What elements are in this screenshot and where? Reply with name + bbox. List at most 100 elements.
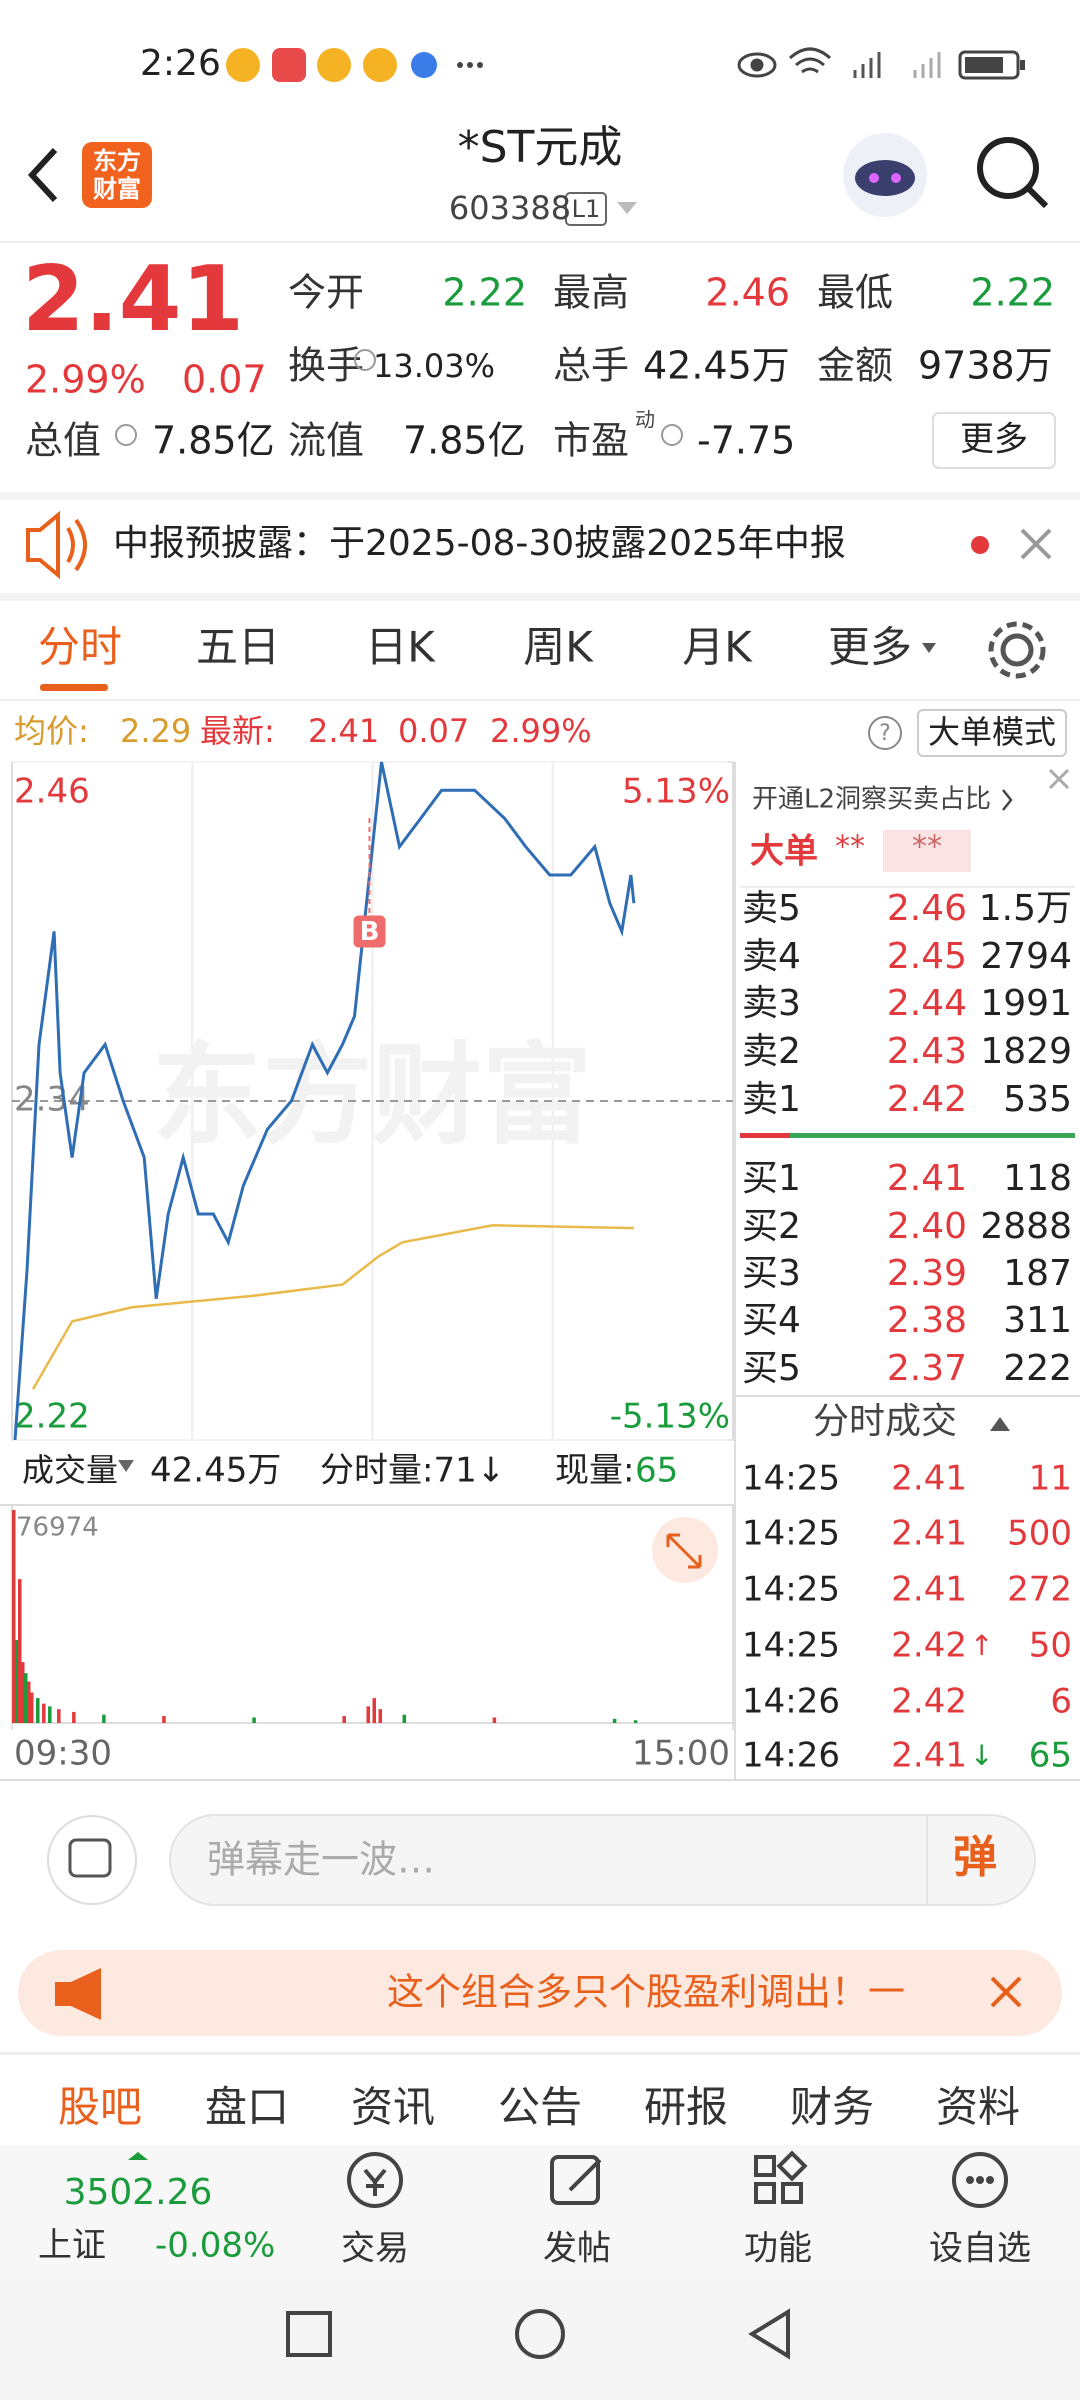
active-tab-underline — [40, 684, 108, 691]
back-nav-button[interactable] — [748, 2308, 790, 2360]
book-label: 买4 — [742, 1300, 801, 1341]
comment-placeholder[interactable]: 弹幕走一波… — [207, 1838, 435, 1882]
index-change[interactable]: -0.08% — [155, 2226, 275, 2266]
volume-current: 65 — [635, 1451, 678, 1491]
ad-banner[interactable] — [18, 1950, 1062, 2036]
nav-item[interactable]: 交易 — [341, 2229, 409, 2269]
tab[interactable]: 更多 — [828, 623, 912, 672]
book-volume: 1829 — [980, 1031, 1072, 1072]
tab[interactable]: 月K — [682, 623, 753, 672]
sub-tab[interactable]: 资料 — [936, 2083, 1020, 2132]
y2-tick-label: -5.13% — [610, 1397, 730, 1437]
field-label: 最高 — [553, 271, 629, 315]
robot-icon[interactable] — [843, 133, 927, 217]
big-order-box — [883, 830, 971, 872]
marker-box — [353, 915, 386, 948]
home-button[interactable] — [515, 2309, 565, 2359]
help-circle[interactable] — [868, 716, 902, 750]
field-label: 流值 — [288, 419, 364, 463]
comment-settings[interactable] — [47, 1815, 137, 1905]
megaphone-icon — [55, 1968, 101, 2020]
tab[interactable]: 日K — [365, 623, 436, 672]
field-label: 最低 — [817, 271, 893, 315]
close-promo[interactable] — [1048, 768, 1070, 790]
book-label: 卖4 — [742, 936, 801, 977]
tab[interactable]: 分时 — [38, 623, 122, 672]
nav-item[interactable]: 发帖 — [543, 2229, 611, 2269]
nav-item[interactable]: 设自选 — [929, 2229, 1031, 2269]
search-button[interactable] — [977, 137, 1049, 209]
ad-text[interactable]: 这个组合多只个股盈利调出！一 — [387, 1971, 905, 2014]
unread-dot — [971, 536, 989, 554]
index-value[interactable]: 3502.26 — [64, 2172, 213, 2213]
sub-tab[interactable]: 资讯 — [351, 2083, 435, 2132]
avg-line — [31, 1224, 634, 1390]
field-value: -7.75 — [697, 419, 795, 463]
book-label: 买1 — [742, 1158, 801, 1199]
volume-bar — [27, 1681, 31, 1723]
avg-label: 均价: — [14, 712, 89, 750]
expand-button[interactable] — [652, 1517, 718, 1583]
ratio-bar-bid — [790, 1133, 1075, 1138]
book-label: 买3 — [742, 1253, 801, 1294]
close-notice[interactable] — [1020, 528, 1052, 560]
more-button[interactable] — [932, 412, 1056, 469]
x-tick-label: 15:00 — [632, 1734, 730, 1774]
change-pct: 2.99% — [25, 358, 146, 402]
nav-item[interactable]: 功能 — [744, 2229, 812, 2269]
bottom-nav — [0, 2145, 1080, 2280]
danmaku-button[interactable]: 弹 — [953, 1832, 997, 1883]
index-arrow — [128, 2152, 148, 2160]
volume-bar — [378, 1709, 383, 1723]
mode-button-text[interactable]: 大单模式 — [928, 713, 1056, 751]
field-value: 2.22 — [970, 271, 1055, 315]
promo-text[interactable]: 开通L2洞察买卖占比 — [752, 785, 991, 815]
book-volume: 2794 — [980, 936, 1072, 977]
sub-tab[interactable]: 研报 — [644, 2083, 728, 2132]
trade-time: 14:26 — [742, 1682, 840, 1722]
latest-change: 0.07 — [398, 712, 469, 750]
field-value: 2.46 — [705, 271, 790, 315]
sub-tab[interactable]: 股吧 — [58, 2083, 142, 2132]
logo-text: 东方 — [93, 147, 141, 175]
recents-button[interactable] — [286, 2311, 332, 2357]
close-ad[interactable] — [990, 1976, 1022, 2008]
book-price: 2.43 — [887, 1031, 967, 1072]
status-app-icons — [226, 48, 483, 82]
volume-bar — [492, 1717, 497, 1723]
level-badge-text: L1 — [572, 195, 601, 223]
volume-bar — [48, 1706, 52, 1723]
help-text[interactable]: ? — [879, 721, 891, 746]
back-button[interactable] — [27, 147, 58, 203]
volume-label[interactable]: 成交量 — [22, 1451, 118, 1489]
sort-arrow[interactable] — [990, 1417, 1010, 1431]
field-label: 市盈 — [553, 419, 629, 463]
sub-tab[interactable]: 财务 — [790, 2083, 874, 2132]
field-label: 今开 — [288, 271, 364, 315]
more-button-text[interactable]: 更多 — [960, 420, 1028, 460]
trade-time: 14:25 — [742, 1570, 840, 1610]
book-price: 2.39 — [887, 1253, 967, 1294]
volume-bar — [633, 1720, 638, 1723]
sub-tab[interactable]: 盘口 — [205, 2083, 289, 2132]
trade-arrow: ↓ — [970, 1739, 993, 1772]
index-name[interactable]: 上证 — [38, 2226, 106, 2266]
book-volume: 222 — [1003, 1348, 1072, 1389]
tab[interactable]: 周K — [523, 623, 594, 672]
volume-bar — [12, 1510, 16, 1723]
sub-tab[interactable]: 公告 — [498, 2083, 582, 2132]
divider — [0, 2052, 1080, 2055]
big-order-label: 大单 — [750, 832, 818, 872]
dropdown-arrow[interactable] — [118, 1460, 134, 1472]
trade-time: 14:25 — [742, 1626, 840, 1666]
field-label: 金额 — [817, 344, 893, 388]
volume-bar — [36, 1698, 40, 1723]
mode-button[interactable] — [917, 709, 1067, 757]
book-volume: 1.5万 — [979, 888, 1072, 929]
comment-input[interactable] — [169, 1814, 1036, 1906]
field-sup: 动 — [635, 408, 655, 432]
settings-button[interactable] — [988, 621, 1046, 679]
tab[interactable]: 五日 — [196, 623, 280, 672]
book-volume: 311 — [1003, 1300, 1072, 1341]
trade-price: 2.41 — [891, 1736, 967, 1776]
